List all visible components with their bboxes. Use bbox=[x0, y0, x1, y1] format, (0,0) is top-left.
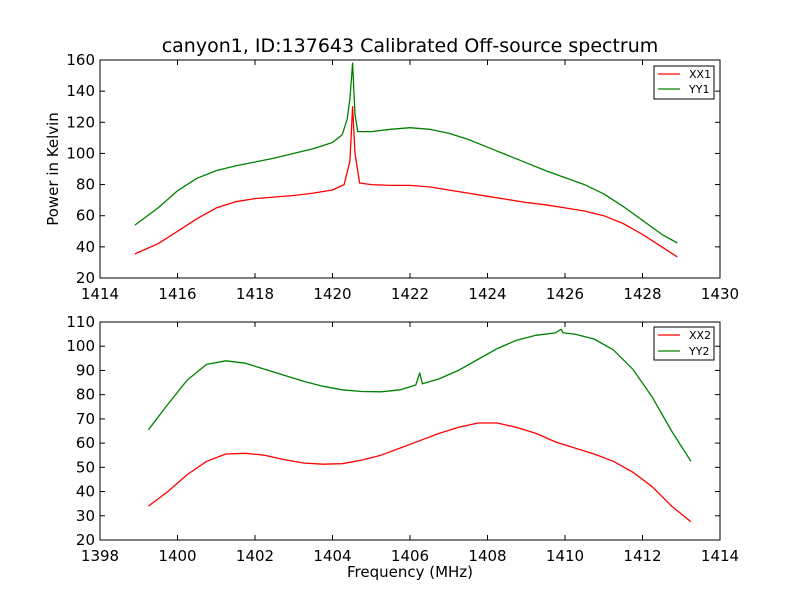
top-legend: XX1 YY1 bbox=[653, 65, 715, 100]
top-ytick-label: 40 bbox=[76, 238, 95, 256]
spectrum-plot-bottom: 1398 1400 1402 1404 1406 1408 1410 1412 1414 20 30… bbox=[66, 313, 739, 581]
bottom-ytick-label: 40 bbox=[76, 483, 95, 501]
top-ytick-label: 140 bbox=[66, 82, 95, 100]
bottom-plot-frame bbox=[99, 321, 721, 541]
bottom-ytick-label: 90 bbox=[76, 361, 95, 379]
top-xtick-label: 1420 bbox=[313, 285, 351, 303]
top-plot-frame bbox=[99, 59, 721, 279]
bottom-xtick-label: 1412 bbox=[623, 547, 661, 565]
top-xtick-label: 1416 bbox=[158, 285, 196, 303]
top-xtick-label: 1424 bbox=[468, 285, 506, 303]
top-axis-ticks: 1414 1416 1418 1420 1422 1424 1426 1428 1430 20 40… bbox=[66, 51, 739, 303]
top-legend-box bbox=[653, 65, 715, 100]
bottom-xlabel: Frequency (MHz) bbox=[347, 563, 473, 581]
bottom-ytick-label: 70 bbox=[76, 410, 95, 428]
top-ytick-label: 80 bbox=[76, 176, 95, 194]
bottom-legend-label-xx2: XX2 bbox=[689, 329, 711, 342]
top-xtick-label: 1422 bbox=[391, 285, 429, 303]
bottom-axis-ticks: 1398 1400 1402 1404 1406 1408 1410 1412 1414 20 30… bbox=[66, 313, 739, 565]
bottom-xtick-label: 1402 bbox=[236, 547, 274, 565]
top-ylabel: Power in Kelvin bbox=[44, 112, 62, 226]
bottom-ytick-label: 110 bbox=[66, 313, 95, 331]
top-legend-label-yy1: YY1 bbox=[688, 83, 709, 96]
bottom-ytick-label: 30 bbox=[76, 507, 95, 525]
bottom-legend-box bbox=[653, 326, 715, 361]
bottom-ytick-label: 60 bbox=[76, 434, 95, 452]
bottom-ytick-label: 20 bbox=[76, 531, 95, 549]
top-xtick-label: 1430 bbox=[701, 285, 739, 303]
top-xtick-label: 1414 bbox=[81, 285, 119, 303]
top-xtick-label: 1418 bbox=[236, 285, 274, 303]
spectrum-plot-top: 1414 1416 1418 1420 1422 1424 1426 1428 1430 20 40… bbox=[44, 51, 739, 303]
bottom-ytick-label: 100 bbox=[66, 337, 95, 355]
top-series-lines bbox=[134, 62, 678, 258]
bottom-xtick-label: 1400 bbox=[158, 547, 196, 565]
bottom-legend-label-yy2: YY2 bbox=[688, 345, 709, 358]
top-ytick-label: 20 bbox=[76, 269, 95, 287]
bottom-xtick-label: 1408 bbox=[468, 547, 506, 565]
chart-title: canyon1, ID:137643 Calibrated Off-source… bbox=[162, 35, 659, 57]
top-legend-label-xx1: XX1 bbox=[689, 68, 711, 81]
top-ytick-label: 100 bbox=[66, 144, 95, 162]
bottom-ytick-label: 50 bbox=[76, 458, 95, 476]
top-ytick-label: 60 bbox=[76, 207, 95, 225]
bottom-series-line-yy2 bbox=[147, 328, 692, 462]
bottom-series-line-xx2 bbox=[148, 422, 692, 523]
bottom-series-lines bbox=[147, 328, 692, 523]
bottom-xtick-label: 1410 bbox=[546, 547, 584, 565]
bottom-legend: XX2 YY2 bbox=[653, 326, 715, 361]
bottom-xtick-label: 1406 bbox=[391, 547, 429, 565]
top-xtick-label: 1426 bbox=[546, 285, 584, 303]
bottom-xtick-label: 1404 bbox=[313, 547, 351, 565]
top-series-line-yy1 bbox=[134, 62, 678, 244]
top-ytick-label: 160 bbox=[66, 51, 95, 69]
top-series-line-xx1 bbox=[134, 106, 678, 258]
bottom-xtick-label: 1414 bbox=[701, 547, 739, 565]
bottom-xtick-label: 1398 bbox=[81, 547, 119, 565]
bottom-ytick-label: 80 bbox=[76, 386, 95, 404]
top-ytick-label: 120 bbox=[66, 113, 95, 131]
top-xtick-label: 1428 bbox=[623, 285, 661, 303]
